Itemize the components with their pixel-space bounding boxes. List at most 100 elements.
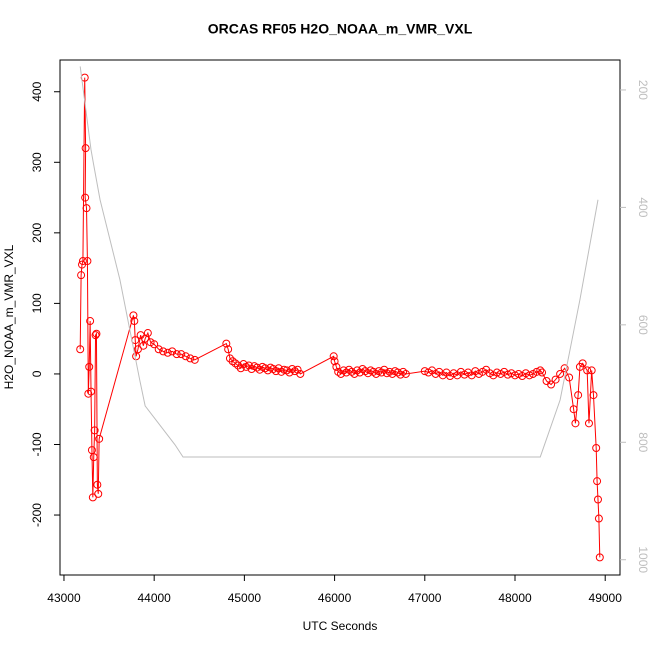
data-point — [361, 367, 370, 376]
data-point — [78, 260, 87, 269]
data-point — [77, 271, 86, 280]
data-point — [571, 419, 580, 428]
data-point — [329, 352, 338, 361]
data-point — [358, 365, 367, 373]
data-point — [551, 375, 560, 384]
data-point — [231, 359, 240, 368]
data-point — [90, 426, 99, 435]
data-point — [159, 347, 168, 356]
data-point — [271, 367, 280, 376]
y2-tick-label: 800 — [636, 432, 650, 452]
data-point — [84, 389, 93, 398]
plot-area — [76, 66, 604, 562]
data-point — [578, 359, 587, 368]
data-point — [190, 355, 199, 364]
x-tick-label: 43000 — [47, 591, 81, 605]
x-tick-label: 46000 — [318, 591, 352, 605]
series-line — [79, 66, 599, 458]
data-point — [372, 369, 381, 378]
y2-tick-label: 200 — [636, 80, 650, 100]
data-point — [253, 363, 262, 372]
data-point — [584, 419, 593, 428]
plot-frame — [59, 59, 621, 576]
data-point — [94, 489, 103, 498]
data-point — [76, 345, 85, 354]
x-tick-label: 49000 — [589, 591, 623, 605]
data-point — [154, 345, 163, 354]
data-point — [172, 350, 181, 359]
y-tick-label: -200 — [30, 503, 44, 527]
data-point — [81, 144, 90, 153]
data-point — [78, 257, 87, 266]
data-point — [236, 364, 245, 373]
data-point — [401, 369, 410, 378]
x-axis-label: UTC Seconds — [303, 619, 378, 633]
y-tick-label: 0 — [30, 370, 44, 377]
data-point — [87, 387, 96, 396]
y2-tick-label: 400 — [636, 197, 650, 217]
data-point — [282, 366, 291, 375]
data-point — [560, 364, 569, 373]
data-point — [347, 367, 356, 376]
data-point — [536, 366, 545, 375]
y2-tick-label: 600 — [636, 315, 650, 335]
data-point — [589, 391, 598, 400]
data-point — [88, 493, 97, 502]
data-point — [565, 373, 574, 382]
y-tick-label: 200 — [30, 223, 44, 243]
data-point — [150, 340, 159, 349]
data-point — [225, 354, 234, 363]
data-point — [93, 480, 102, 489]
data-point — [133, 345, 142, 354]
data-point — [239, 360, 248, 369]
data-point — [82, 204, 91, 213]
data-point — [277, 367, 286, 376]
y-tick-label: 300 — [30, 152, 44, 172]
x-tick-label: 44000 — [137, 591, 171, 605]
data-point — [95, 434, 104, 443]
data-point — [163, 348, 172, 357]
data-point — [186, 354, 195, 363]
data-point — [363, 369, 372, 378]
data-point — [86, 317, 95, 326]
x-tick-label: 45000 — [228, 591, 262, 605]
series-line — [79, 77, 601, 558]
data-point — [224, 345, 233, 354]
data-point — [532, 367, 541, 376]
data-point — [91, 331, 100, 340]
data-point — [288, 365, 297, 373]
data-point — [228, 357, 237, 366]
data-point — [332, 362, 341, 371]
data-point — [89, 453, 98, 462]
data-point — [538, 368, 547, 377]
chart-title: ORCAS RF05 H2O_NOAA_m_VMR_VXL — [208, 21, 473, 37]
data-point — [574, 391, 583, 400]
data-point — [222, 339, 231, 348]
data-point — [81, 193, 90, 202]
data-point — [353, 366, 362, 375]
data-point — [168, 347, 177, 356]
data-point — [342, 368, 351, 377]
data-point — [85, 362, 94, 371]
data-point — [83, 257, 92, 266]
data-point — [92, 329, 101, 338]
y-tick-label: 400 — [30, 81, 44, 101]
data-point — [129, 311, 138, 320]
data-point — [525, 371, 534, 380]
data-point — [263, 366, 272, 375]
data-point — [556, 369, 565, 378]
data-point — [569, 405, 578, 414]
data-point — [261, 364, 270, 373]
data-point — [334, 367, 343, 376]
data-point — [247, 365, 256, 373]
data-point — [345, 365, 354, 374]
data-point — [369, 367, 378, 376]
x-tick-label: 48000 — [498, 591, 532, 605]
data-point — [399, 367, 408, 376]
data-point — [393, 368, 402, 377]
y2-tick-label: 1000 — [636, 546, 650, 573]
data-point — [293, 365, 302, 374]
data-point — [181, 352, 190, 361]
y-tick-label: 100 — [30, 293, 44, 313]
data-point — [592, 444, 601, 453]
